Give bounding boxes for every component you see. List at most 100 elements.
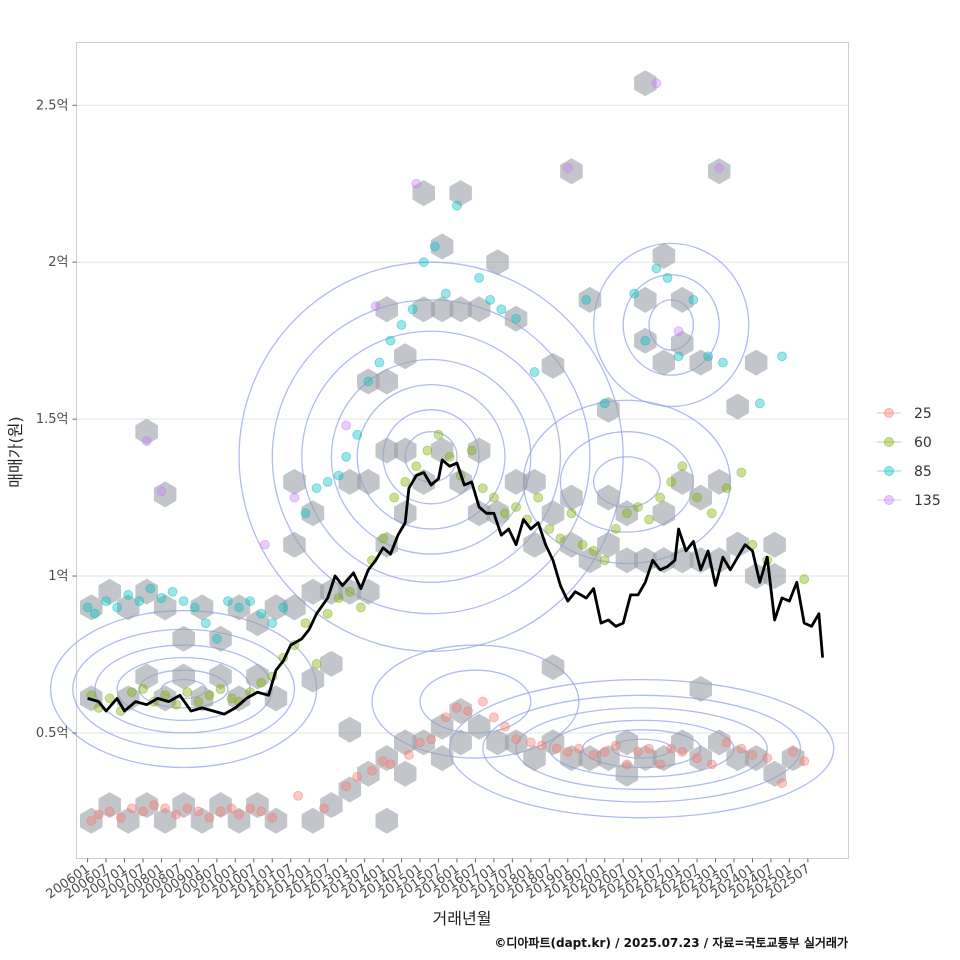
data-point-85 — [754, 398, 765, 409]
hexbin-cell — [634, 286, 657, 313]
data-point-25 — [367, 765, 377, 776]
data-point-60 — [799, 574, 810, 585]
hexbin-cell — [412, 180, 435, 207]
data-point-60 — [477, 483, 488, 494]
density-contour — [330, 358, 532, 555]
hexbin-cell — [190, 594, 214, 621]
data-point-60 — [577, 539, 588, 550]
hexbin-cell — [190, 807, 214, 834]
data-point-135 — [341, 420, 352, 431]
data-point-25 — [599, 746, 610, 757]
median-line — [87, 458, 824, 716]
hexbin-cell — [98, 792, 121, 819]
hexbin-cell — [708, 158, 731, 185]
data-point-85 — [429, 241, 440, 252]
data-point-25 — [610, 740, 621, 751]
data-point-25 — [149, 800, 159, 811]
data-point-85 — [112, 602, 123, 613]
data-point-25 — [463, 706, 473, 716]
data-point-25 — [677, 746, 688, 757]
data-point-135 — [651, 78, 662, 89]
hexbin-cell — [338, 716, 362, 743]
data-point-85 — [82, 602, 93, 613]
hexbin-cell — [615, 547, 639, 574]
data-point-60 — [544, 524, 555, 534]
data-point-135 — [141, 436, 152, 446]
legend-label: 85 — [914, 464, 932, 480]
hexbin-cell — [652, 242, 676, 269]
hexbin-cell — [671, 330, 694, 357]
data-point-85 — [333, 470, 344, 481]
hexbin-cell — [430, 233, 454, 260]
data-point-85 — [474, 272, 485, 283]
hexbin-cell — [375, 807, 398, 834]
hexbin-cell — [209, 792, 232, 819]
data-point-85 — [101, 596, 111, 607]
data-point-60 — [566, 508, 577, 519]
data-point-25 — [777, 778, 787, 789]
hexbin-cell — [394, 437, 417, 464]
x-axis-title: 거래년월 — [433, 909, 492, 928]
hexbin-cell — [781, 745, 805, 772]
hexbin-cell — [394, 760, 417, 787]
hexbin-cell — [227, 685, 251, 712]
hexbin-cell — [504, 305, 528, 332]
data-point-25 — [440, 712, 451, 723]
hexbin-cell — [135, 792, 158, 819]
data-point-25 — [415, 737, 425, 748]
data-point-85 — [673, 351, 684, 362]
y-tick-label: 2억 — [48, 255, 68, 270]
data-point-25 — [621, 759, 632, 770]
hexbin-cell — [117, 807, 140, 834]
y-tick-label: 1억 — [48, 569, 68, 584]
hexbin-cell — [708, 468, 731, 495]
data-point-135 — [156, 486, 167, 497]
hexbin-cell — [560, 484, 583, 511]
data-point-25 — [160, 803, 171, 814]
hexbin-cell — [449, 468, 472, 495]
data-point-85 — [189, 602, 200, 613]
hexbin-cell — [763, 531, 786, 558]
legend-label: 60 — [914, 435, 932, 451]
hexbin-cell — [357, 468, 380, 495]
data-point-85 — [211, 633, 222, 644]
hexbin-cell — [597, 396, 620, 423]
density-contour — [271, 299, 591, 615]
data-point-60 — [356, 602, 366, 613]
data-point-25 — [385, 759, 396, 770]
y-tick-label: 2.5억 — [36, 98, 69, 113]
data-point-25 — [245, 803, 256, 814]
data-point-60 — [692, 492, 702, 503]
hexbin-cell — [117, 685, 140, 712]
hexbin-cell — [246, 610, 269, 637]
hexbin-cell — [301, 578, 325, 605]
data-point-85 — [156, 593, 167, 603]
hexbin-cell — [430, 296, 454, 323]
data-point-25 — [692, 753, 702, 763]
legend-label: 25 — [914, 406, 932, 422]
hexbin-cell — [504, 468, 528, 495]
density-contour — [482, 694, 802, 803]
data-point-25 — [404, 750, 414, 760]
scatter-points — [82, 78, 810, 826]
data-point-60 — [644, 514, 654, 525]
hexbin-cell — [634, 745, 657, 772]
data-point-85 — [640, 335, 651, 346]
data-point-25 — [138, 806, 148, 817]
hexbin-cell — [227, 807, 251, 834]
hexbin-cell — [671, 729, 694, 756]
data-point-85 — [134, 596, 145, 607]
data-point-85 — [385, 335, 396, 346]
hexbin-cell — [689, 349, 712, 376]
data-point-60 — [322, 608, 333, 619]
hexbin-cell — [541, 729, 565, 756]
hexbin-cell — [301, 666, 325, 693]
x-axis: 2006012006072007012007072008012008072009… — [44, 858, 813, 902]
legend-key-point — [884, 466, 894, 476]
data-point-135 — [411, 178, 422, 189]
data-point-85 — [341, 451, 352, 462]
hexbin-cell — [541, 500, 565, 527]
data-point-85 — [363, 376, 374, 387]
data-point-60 — [533, 492, 544, 503]
data-point-85 — [90, 608, 100, 619]
